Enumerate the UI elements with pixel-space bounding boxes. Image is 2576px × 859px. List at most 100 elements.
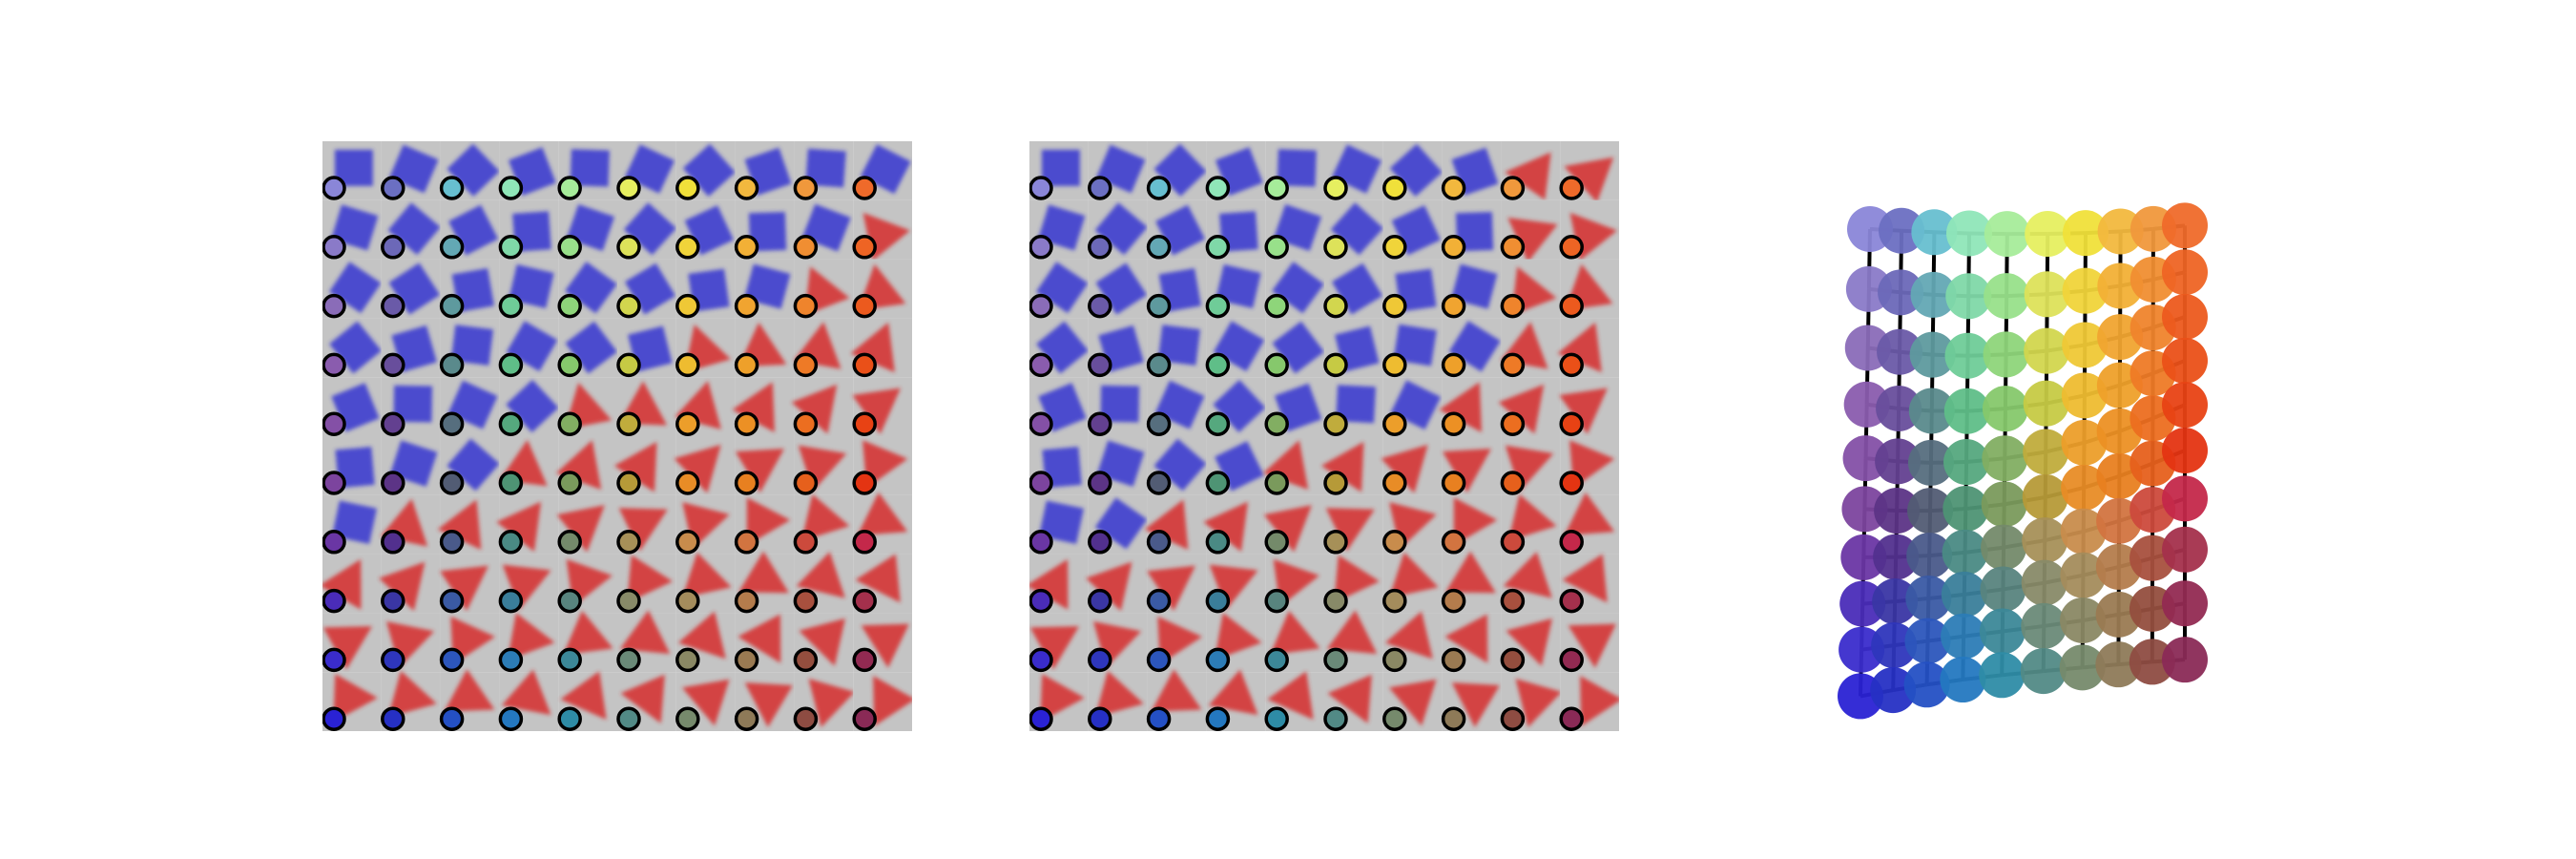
latent-marker bbox=[734, 471, 759, 495]
graph-node bbox=[1903, 661, 1950, 708]
latent-marker bbox=[734, 293, 759, 319]
latent-marker bbox=[322, 352, 346, 378]
graph-node bbox=[2162, 637, 2208, 683]
graph-node bbox=[1945, 273, 1992, 320]
latent-marker bbox=[1146, 293, 1172, 319]
latent-marker bbox=[1323, 588, 1348, 614]
grid-cell bbox=[735, 551, 795, 614]
latent-marker bbox=[1559, 471, 1584, 495]
latent-marker bbox=[1029, 530, 1053, 555]
graph-node bbox=[1984, 273, 2030, 320]
latent-marker bbox=[734, 530, 759, 555]
latent-marker bbox=[616, 530, 641, 555]
latent-marker bbox=[1382, 706, 1407, 731]
latent-marker bbox=[616, 235, 641, 260]
grid-cell bbox=[556, 494, 617, 555]
latent-marker bbox=[1205, 411, 1231, 436]
graph-node bbox=[2129, 639, 2175, 685]
graph-node bbox=[2020, 648, 2067, 695]
graph-node bbox=[1871, 622, 1918, 669]
latent-marker bbox=[1323, 235, 1348, 260]
latent-marker bbox=[1382, 176, 1407, 200]
graph-node bbox=[1942, 486, 1989, 533]
grid-cell bbox=[1320, 436, 1383, 495]
latent-marker bbox=[439, 411, 465, 436]
latent-marker bbox=[498, 352, 524, 378]
graph-node bbox=[1904, 618, 1951, 664]
grid-cell bbox=[440, 141, 500, 200]
embedded-graph-svg bbox=[1838, 202, 2208, 720]
latent-marker bbox=[1441, 588, 1466, 614]
latent-marker bbox=[1029, 293, 1053, 319]
graph-node bbox=[1940, 657, 1986, 703]
latent-marker bbox=[1323, 293, 1348, 319]
graph-node bbox=[1873, 534, 1920, 580]
graph-node bbox=[1877, 328, 1923, 375]
graph-node bbox=[1981, 481, 2027, 528]
graph-node bbox=[2162, 294, 2208, 341]
latent-marker bbox=[675, 352, 700, 378]
graph-node bbox=[2021, 602, 2067, 649]
grid-cell bbox=[617, 610, 676, 673]
latent-marker bbox=[1146, 588, 1172, 614]
latent-marker bbox=[498, 588, 524, 614]
latent-marker bbox=[793, 411, 819, 436]
graph-node bbox=[1946, 210, 1993, 257]
latent-marker bbox=[852, 530, 877, 555]
latent-marker bbox=[1088, 411, 1112, 436]
latent-marker bbox=[1500, 647, 1526, 673]
latent-marker bbox=[675, 706, 700, 731]
grid-cell bbox=[617, 554, 676, 614]
graph-node bbox=[2059, 644, 2106, 691]
latent-marker bbox=[1088, 647, 1112, 673]
latent-marker bbox=[381, 706, 405, 731]
latent-marker bbox=[1029, 352, 1053, 378]
latent-marker bbox=[381, 293, 405, 319]
graph-node bbox=[2060, 508, 2107, 555]
graph-node bbox=[1910, 271, 1957, 318]
latent-marker bbox=[1088, 235, 1112, 260]
latent-marker bbox=[322, 706, 346, 731]
latent-marker bbox=[675, 293, 700, 319]
graph-node bbox=[1875, 438, 1922, 485]
latent-marker bbox=[381, 530, 405, 555]
latent-marker bbox=[1559, 176, 1584, 200]
graph-panel-right bbox=[1765, 172, 2299, 764]
latent-marker bbox=[498, 176, 524, 200]
graph-node bbox=[1941, 613, 1987, 660]
latent-marker bbox=[1559, 530, 1584, 555]
grid-cell bbox=[322, 436, 382, 495]
graph-node bbox=[1943, 388, 1990, 434]
graph-node bbox=[2162, 249, 2208, 296]
latent-marker bbox=[1559, 352, 1584, 378]
graph-node bbox=[2024, 327, 2070, 374]
latent-marker bbox=[381, 647, 405, 673]
graph-node bbox=[1981, 524, 2027, 571]
latent-marker bbox=[557, 647, 582, 673]
grid-cell bbox=[1206, 436, 1266, 495]
latent-marker bbox=[1382, 588, 1407, 614]
latent-marker bbox=[1559, 411, 1584, 436]
latent-marker bbox=[1382, 471, 1407, 495]
latent-marker bbox=[1205, 235, 1231, 260]
latent-marker bbox=[1382, 293, 1407, 319]
latent-marker bbox=[1264, 588, 1289, 614]
grid-cell bbox=[1501, 318, 1561, 378]
latent-marker bbox=[1088, 176, 1112, 200]
graph-node bbox=[2062, 322, 2109, 368]
image-grid-panel-middle bbox=[1029, 141, 1619, 731]
latent-marker bbox=[1205, 471, 1231, 495]
graph-node bbox=[1982, 435, 2028, 482]
latent-marker bbox=[1088, 352, 1112, 378]
graph-node bbox=[1979, 652, 2025, 699]
latent-marker bbox=[675, 471, 700, 495]
latent-marker bbox=[557, 235, 582, 260]
graph-node bbox=[2060, 552, 2107, 598]
latent-marker bbox=[1088, 706, 1112, 731]
graph-node bbox=[2162, 202, 2208, 249]
graph-node bbox=[2061, 419, 2108, 466]
latent-marker bbox=[1323, 176, 1348, 200]
latent-marker bbox=[1382, 235, 1407, 260]
graph-node bbox=[1872, 578, 1919, 625]
grid-cell bbox=[853, 672, 912, 731]
